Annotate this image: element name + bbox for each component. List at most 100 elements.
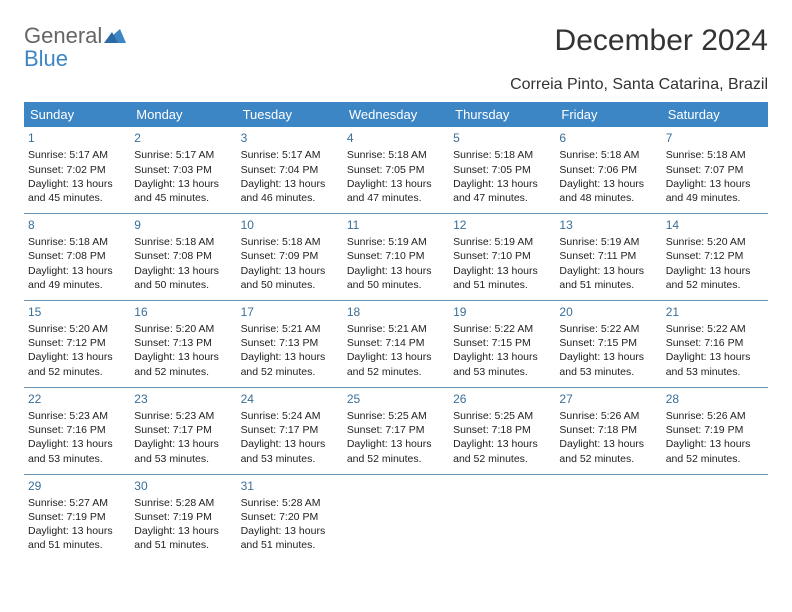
- cell-day1: Daylight: 13 hours: [453, 264, 551, 278]
- brand-line2: Blue: [24, 46, 68, 71]
- cell-day2: and 53 minutes.: [134, 452, 232, 466]
- cell-day1: Daylight: 13 hours: [241, 437, 339, 451]
- calendar-cell: 1Sunrise: 5:17 AMSunset: 7:02 PMDaylight…: [24, 127, 130, 213]
- cell-sunrise: Sunrise: 5:18 AM: [134, 235, 232, 249]
- cell-sunrise: Sunrise: 5:19 AM: [453, 235, 551, 249]
- cell-day1: Daylight: 13 hours: [347, 437, 445, 451]
- day-number: 14: [666, 217, 764, 233]
- cell-sunset: Sunset: 7:12 PM: [28, 336, 126, 350]
- cell-sunset: Sunset: 7:15 PM: [559, 336, 657, 350]
- calendar-cell: 16Sunrise: 5:20 AMSunset: 7:13 PMDayligh…: [130, 300, 236, 387]
- day-number: 15: [28, 304, 126, 320]
- cell-day1: Daylight: 13 hours: [241, 524, 339, 538]
- cell-day1: Daylight: 13 hours: [28, 177, 126, 191]
- day-number: 13: [559, 217, 657, 233]
- day-number: 24: [241, 391, 339, 407]
- cell-sunset: Sunset: 7:09 PM: [241, 249, 339, 263]
- calendar-cell: 17Sunrise: 5:21 AMSunset: 7:13 PMDayligh…: [237, 300, 343, 387]
- location-subtitle: Correia Pinto, Santa Catarina, Brazil: [24, 76, 768, 94]
- calendar-cell: [449, 474, 555, 560]
- cell-day2: and 46 minutes.: [241, 191, 339, 205]
- cell-sunset: Sunset: 7:10 PM: [347, 249, 445, 263]
- cell-day2: and 51 minutes.: [28, 538, 126, 552]
- cell-sunset: Sunset: 7:11 PM: [559, 249, 657, 263]
- cell-sunrise: Sunrise: 5:28 AM: [134, 496, 232, 510]
- cell-day2: and 53 minutes.: [559, 365, 657, 379]
- calendar-cell: 27Sunrise: 5:26 AMSunset: 7:18 PMDayligh…: [555, 387, 661, 474]
- cell-day2: and 52 minutes.: [241, 365, 339, 379]
- calendar-cell: 20Sunrise: 5:22 AMSunset: 7:15 PMDayligh…: [555, 300, 661, 387]
- cell-day2: and 48 minutes.: [559, 191, 657, 205]
- cell-sunset: Sunset: 7:04 PM: [241, 163, 339, 177]
- calendar-cell: 24Sunrise: 5:24 AMSunset: 7:17 PMDayligh…: [237, 387, 343, 474]
- calendar-row: 29Sunrise: 5:27 AMSunset: 7:19 PMDayligh…: [24, 474, 768, 560]
- day-number: 2: [134, 130, 232, 146]
- cell-sunrise: Sunrise: 5:18 AM: [666, 148, 764, 162]
- cell-sunset: Sunset: 7:19 PM: [666, 423, 764, 437]
- cell-sunset: Sunset: 7:17 PM: [347, 423, 445, 437]
- cell-day2: and 51 minutes.: [559, 278, 657, 292]
- cell-day1: Daylight: 13 hours: [134, 350, 232, 364]
- cell-sunrise: Sunrise: 5:25 AM: [347, 409, 445, 423]
- cell-day2: and 53 minutes.: [28, 452, 126, 466]
- cell-day2: and 52 minutes.: [347, 365, 445, 379]
- calendar-cell: 26Sunrise: 5:25 AMSunset: 7:18 PMDayligh…: [449, 387, 555, 474]
- day-number: 18: [347, 304, 445, 320]
- cell-sunrise: Sunrise: 5:17 AM: [134, 148, 232, 162]
- cell-sunset: Sunset: 7:05 PM: [347, 163, 445, 177]
- cell-sunrise: Sunrise: 5:23 AM: [134, 409, 232, 423]
- calendar-cell: 2Sunrise: 5:17 AMSunset: 7:03 PMDaylight…: [130, 127, 236, 213]
- cell-day1: Daylight: 13 hours: [241, 264, 339, 278]
- calendar-row: 1Sunrise: 5:17 AMSunset: 7:02 PMDaylight…: [24, 127, 768, 213]
- cell-day2: and 52 minutes.: [559, 452, 657, 466]
- header: General Blue December 2024: [24, 24, 768, 70]
- cell-sunset: Sunset: 7:19 PM: [134, 510, 232, 524]
- cell-sunset: Sunset: 7:18 PM: [453, 423, 551, 437]
- cell-sunrise: Sunrise: 5:19 AM: [559, 235, 657, 249]
- cell-sunset: Sunset: 7:17 PM: [241, 423, 339, 437]
- cell-sunrise: Sunrise: 5:27 AM: [28, 496, 126, 510]
- cell-sunrise: Sunrise: 5:23 AM: [28, 409, 126, 423]
- cell-sunset: Sunset: 7:08 PM: [134, 249, 232, 263]
- weekday-header: Sunday: [24, 102, 130, 127]
- cell-sunrise: Sunrise: 5:22 AM: [453, 322, 551, 336]
- day-number: 26: [453, 391, 551, 407]
- weekday-header: Tuesday: [237, 102, 343, 127]
- cell-day2: and 51 minutes.: [241, 538, 339, 552]
- cell-day2: and 53 minutes.: [453, 365, 551, 379]
- cell-day2: and 53 minutes.: [241, 452, 339, 466]
- calendar-cell: 14Sunrise: 5:20 AMSunset: 7:12 PMDayligh…: [662, 214, 768, 301]
- cell-sunset: Sunset: 7:14 PM: [347, 336, 445, 350]
- cell-day1: Daylight: 13 hours: [241, 350, 339, 364]
- cell-sunset: Sunset: 7:20 PM: [241, 510, 339, 524]
- day-number: 8: [28, 217, 126, 233]
- page-title: December 2024: [555, 24, 768, 58]
- cell-day1: Daylight: 13 hours: [347, 350, 445, 364]
- weekday-header: Wednesday: [343, 102, 449, 127]
- title-block: December 2024: [555, 24, 768, 58]
- calendar-cell: 30Sunrise: 5:28 AMSunset: 7:19 PMDayligh…: [130, 474, 236, 560]
- calendar-cell: 7Sunrise: 5:18 AMSunset: 7:07 PMDaylight…: [662, 127, 768, 213]
- cell-day1: Daylight: 13 hours: [666, 264, 764, 278]
- weekday-header: Friday: [555, 102, 661, 127]
- day-number: 31: [241, 478, 339, 494]
- calendar-cell: 29Sunrise: 5:27 AMSunset: 7:19 PMDayligh…: [24, 474, 130, 560]
- cell-day1: Daylight: 13 hours: [241, 177, 339, 191]
- cell-day1: Daylight: 13 hours: [559, 437, 657, 451]
- day-number: 9: [134, 217, 232, 233]
- cell-day2: and 52 minutes.: [453, 452, 551, 466]
- cell-sunset: Sunset: 7:19 PM: [28, 510, 126, 524]
- cell-sunset: Sunset: 7:13 PM: [134, 336, 232, 350]
- calendar-cell: 3Sunrise: 5:17 AMSunset: 7:04 PMDaylight…: [237, 127, 343, 213]
- calendar-cell: [343, 474, 449, 560]
- cell-day2: and 49 minutes.: [666, 191, 764, 205]
- brand-text: General Blue: [24, 24, 126, 70]
- calendar-cell: 9Sunrise: 5:18 AMSunset: 7:08 PMDaylight…: [130, 214, 236, 301]
- cell-sunset: Sunset: 7:10 PM: [453, 249, 551, 263]
- cell-day2: and 52 minutes.: [666, 278, 764, 292]
- cell-sunrise: Sunrise: 5:18 AM: [453, 148, 551, 162]
- day-number: 11: [347, 217, 445, 233]
- day-number: 10: [241, 217, 339, 233]
- calendar-cell: 8Sunrise: 5:18 AMSunset: 7:08 PMDaylight…: [24, 214, 130, 301]
- cell-day1: Daylight: 13 hours: [134, 524, 232, 538]
